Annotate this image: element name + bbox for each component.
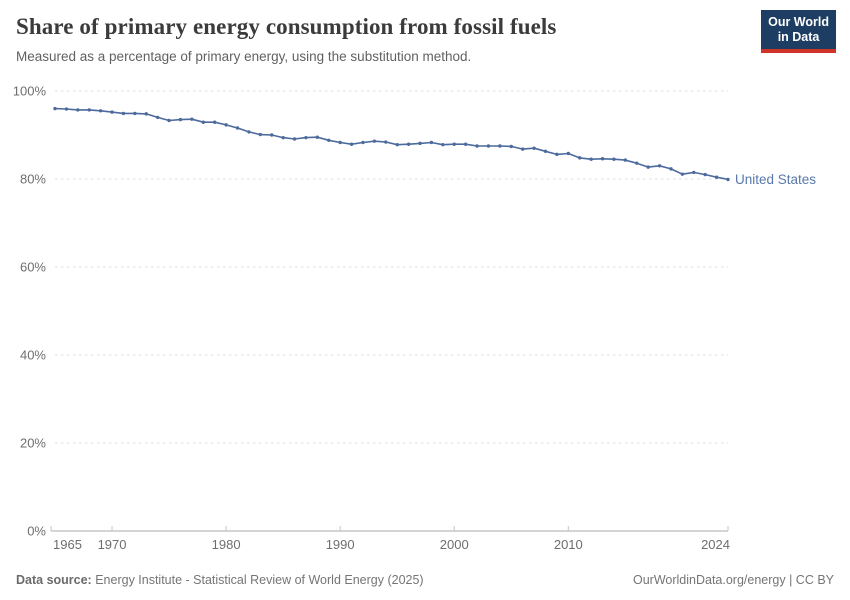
data-point [692, 170, 696, 175]
data-point [612, 157, 616, 161]
data-source: Data source: Energy Institute - Statisti… [16, 573, 424, 587]
series-line [54, 107, 729, 181]
chart-subtitle: Measured as a percentage of primary ener… [16, 49, 472, 64]
data-point [270, 133, 274, 137]
data-point [292, 137, 297, 141]
data-point [167, 118, 171, 123]
data-point [509, 144, 513, 149]
data-point [87, 108, 91, 112]
data-point [498, 144, 502, 148]
x-tick-label: 1965 [53, 537, 82, 552]
data-point [543, 149, 548, 153]
data-point [566, 151, 571, 156]
y-tick-label: 0% [27, 524, 46, 539]
data-point [600, 157, 605, 161]
data-point [224, 123, 228, 127]
owid-logo-line2: in Data [777, 29, 820, 44]
y-tick-label: 100% [13, 84, 47, 99]
data-point [635, 161, 639, 165]
data-point [406, 142, 411, 146]
data-point [155, 115, 160, 120]
data-point [258, 132, 263, 137]
footer-link-text: OurWorldinData.org/energy | CC BY [632, 573, 834, 587]
data-point [555, 152, 559, 157]
data-point [338, 140, 342, 145]
y-tick-label: 60% [20, 260, 46, 275]
data-source-label: Data source: [16, 573, 92, 587]
line-chart: 0% 20% 40% 60% 80% 100% 1965 1970 1980 1990 2000 20… [13, 84, 817, 553]
chart-footer: Data source: Energy Institute - Statisti… [16, 573, 834, 587]
data-point [327, 138, 331, 142]
y-tick-label: 80% [20, 172, 46, 187]
data-point [703, 172, 707, 177]
data-point [441, 142, 445, 147]
x-tick-label: 2024 [701, 537, 730, 552]
data-point [247, 130, 251, 134]
data-point [429, 140, 434, 145]
data-point [315, 135, 320, 139]
data-point [178, 117, 183, 122]
data-point [76, 108, 80, 112]
data-point [418, 141, 422, 146]
data-point [395, 142, 399, 147]
chart-header: Share of primary energy consumption from… [16, 14, 760, 64]
data-point [669, 167, 673, 171]
x-tick-label: 2010 [554, 537, 583, 552]
data-point [235, 126, 240, 130]
data-point [304, 135, 308, 140]
data-point [190, 117, 194, 121]
data-point [726, 177, 730, 182]
data-point [486, 144, 491, 148]
y-tick-label: 40% [20, 348, 46, 363]
data-point [144, 112, 148, 116]
data-point [532, 146, 536, 150]
data-point [349, 142, 354, 146]
data-point [589, 157, 593, 161]
data-point [657, 164, 662, 168]
data-point [578, 156, 582, 160]
data-point [384, 140, 388, 144]
chart-title: Share of primary energy consumption from… [16, 14, 557, 39]
owid-logo-line1: Our World [768, 15, 829, 29]
data-point [452, 142, 456, 146]
data-point [98, 109, 103, 113]
data-point [714, 175, 719, 179]
data-point [281, 135, 285, 140]
data-point [121, 111, 126, 116]
x-tick-label: 2000 [440, 537, 469, 552]
data-point [212, 120, 217, 124]
x-tick-label: 1980 [212, 537, 241, 552]
data-point [53, 106, 57, 111]
data-point [110, 110, 114, 114]
data-point [646, 165, 650, 169]
data-point [475, 144, 479, 148]
data-point [463, 142, 468, 146]
x-tick-label: 1970 [98, 537, 127, 552]
chart-area: 0% 20% 40% 60% 80% 100% 1965 1970 1980 1990 2000 20… [0, 80, 850, 558]
data-source-text: Energy Institute - Statistical Review of… [91, 573, 424, 587]
data-point [680, 172, 685, 176]
y-tick-label: 20% [20, 436, 46, 451]
data-point [64, 107, 69, 111]
series-label: United States [735, 172, 816, 187]
data-point [201, 120, 205, 124]
data-point [372, 139, 377, 143]
data-point [133, 111, 137, 116]
data-point [361, 140, 365, 145]
x-tick-label: 1990 [326, 537, 355, 552]
data-point [623, 158, 628, 162]
owid-logo: Our World in Data [761, 10, 836, 53]
data-point [520, 147, 525, 151]
